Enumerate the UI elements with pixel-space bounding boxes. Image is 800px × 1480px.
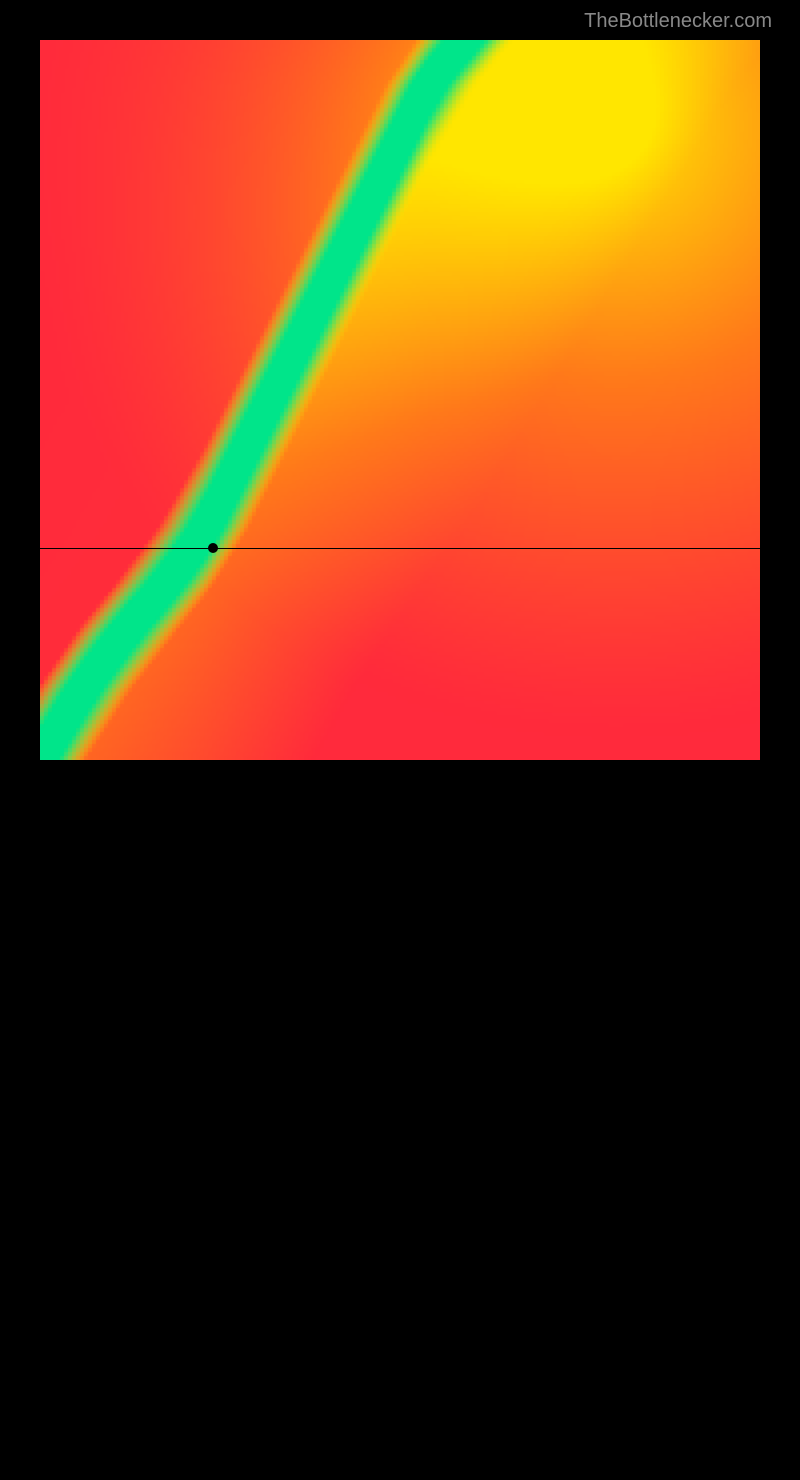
heatmap-plot: [40, 40, 760, 760]
watermark-text: TheBottlenecker.com: [584, 10, 772, 33]
heatmap-canvas: [40, 40, 760, 760]
crosshair-vertical: [213, 760, 214, 1480]
